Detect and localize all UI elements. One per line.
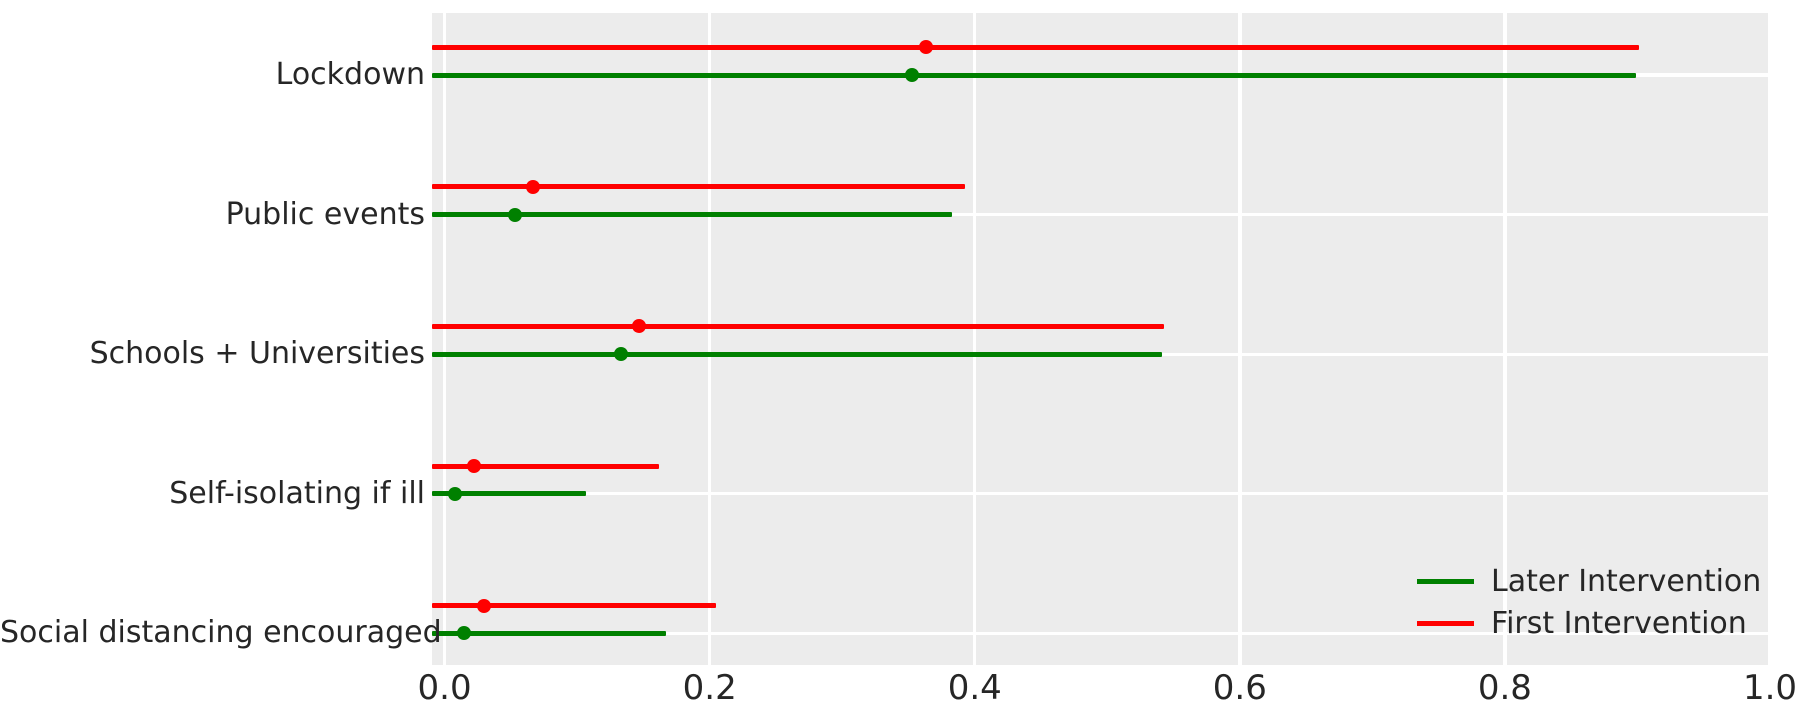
x-tick-label: 0.2 <box>682 668 737 708</box>
x-tick-label: 0.4 <box>947 668 1002 708</box>
grid-line-x <box>973 13 977 665</box>
category-label: Public events <box>225 196 425 232</box>
grid-line-x <box>1503 13 1507 665</box>
point-marker <box>448 486 463 501</box>
legend-label: First Intervention <box>1491 605 1747 641</box>
grid-line-y <box>432 631 1770 635</box>
ci-line <box>432 184 966 190</box>
point-marker <box>613 347 628 362</box>
ci-line <box>432 323 1165 329</box>
ci-line <box>432 603 717 609</box>
legend-entry-first-intervention: First Intervention <box>1400 602 1747 644</box>
ci-line <box>432 351 1162 357</box>
grid-line-x <box>442 13 447 665</box>
legend-label: Later Intervention <box>1491 563 1762 599</box>
category-label: Lockdown <box>275 57 425 92</box>
plot-area <box>432 13 1770 665</box>
category-label: Self-isolating if ill <box>169 475 425 511</box>
legend-entry-later-intervention: Later Intervention <box>1400 560 1761 602</box>
ci-line <box>432 44 1639 50</box>
x-tick-label: 0.8 <box>1477 668 1532 708</box>
x-tick-label: 0.6 <box>1212 668 1267 708</box>
grid-line-x <box>707 13 712 665</box>
ci-line <box>432 72 1637 78</box>
legend-line-sample-green <box>1417 578 1474 584</box>
point-marker <box>632 319 647 334</box>
grid-line-y <box>432 492 1770 496</box>
point-marker <box>905 68 920 82</box>
category-label: Social distancing encouraged <box>0 615 442 651</box>
grid-line-x <box>1768 13 1770 665</box>
category-label: Schools + Universities <box>89 336 425 372</box>
ci-line <box>432 212 953 218</box>
grid-line-x <box>1238 13 1242 665</box>
grid-line-y <box>432 212 1770 217</box>
legend-line-sample-red <box>1417 620 1474 626</box>
point-marker <box>466 459 481 474</box>
x-tick-label: 1.0 <box>1742 668 1798 708</box>
x-tick-label: 0.0 <box>417 668 472 708</box>
ci-line <box>432 491 587 497</box>
point-marker <box>526 179 541 194</box>
point-marker <box>457 626 472 641</box>
point-marker <box>477 598 492 613</box>
point-marker <box>507 207 522 222</box>
ci-line <box>432 463 660 469</box>
point-marker <box>918 40 933 55</box>
ci-line <box>432 630 666 636</box>
